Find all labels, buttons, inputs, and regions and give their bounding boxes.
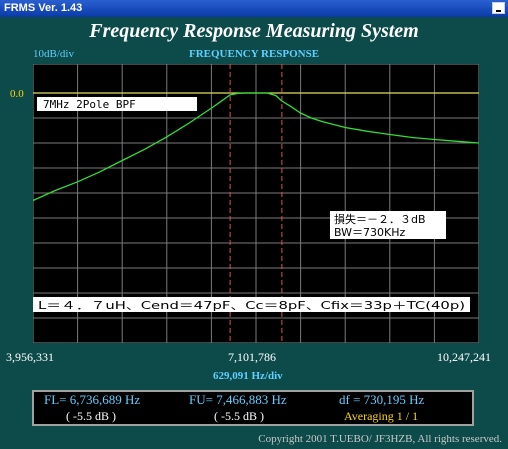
x-unit-label: 629,091 Hz/div (213, 370, 283, 382)
x-start-label: 3,956,331 (6, 350, 54, 364)
fl-db-readout: ( -5.5 dB ) (66, 409, 116, 423)
annotation-filter-box: 7MHz 2Pole BPF (37, 97, 197, 111)
marker-lines (229, 64, 283, 343)
frequency-response-plot: 7MHz 2Pole BPF 損失＝－２．３dB BW＝730KHz L＝４．７… (33, 64, 479, 343)
annotation-loss-box: 損失＝－２．３dB BW＝730KHz (330, 211, 446, 239)
measurement-panel: FL= 6,736,689 Hz ( -5.5 dB ) FU= 7,466,8… (32, 390, 474, 426)
fu-readout: FU= 7,466,883 Hz (189, 392, 287, 407)
annotation-loss: 損失＝－２．３dB (334, 212, 426, 226)
y-scale-label: 10dB/div (33, 48, 74, 60)
annotation-params: L＝４．７uH、Cend＝47pF、Cc＝8pF、Cfix＝33p＋TC(40p… (38, 300, 465, 312)
response-curve (33, 92, 479, 202)
title-bar[interactable]: FRMS Ver. 1.43 (0, 0, 508, 17)
annotation-bw: BW＝730KHz (334, 226, 406, 239)
fl-readout: FL= 6,736,689 Hz (44, 392, 141, 407)
app-title: Frequency Response Measuring System (89, 20, 419, 42)
df-readout: df = 730,195 Hz (339, 392, 425, 407)
annotation-params-box: L＝４．７uH、Cend＝47pF、Cc＝8pF、Cfix＝33p＋TC(40p… (33, 297, 470, 312)
x-center-label: 7,101,786 (228, 350, 276, 364)
annotation-filter: 7MHz 2Pole BPF (43, 98, 136, 111)
fu-db-readout: ( -5.5 dB ) (214, 409, 264, 423)
reference-level-label: 0.0 (10, 88, 24, 100)
x-end-label: 10,247,241 (437, 350, 491, 364)
averaging-readout: Averaging 1 / 1 (344, 409, 419, 423)
graph-title: FREQUENCY RESPONSE (189, 48, 320, 60)
copyright-text: Copyright 2001 T.UEBO/ JF3HZB, All right… (258, 433, 502, 445)
minimize-button[interactable] (492, 2, 505, 14)
window-title: FRMS Ver. 1.43 (4, 2, 83, 14)
